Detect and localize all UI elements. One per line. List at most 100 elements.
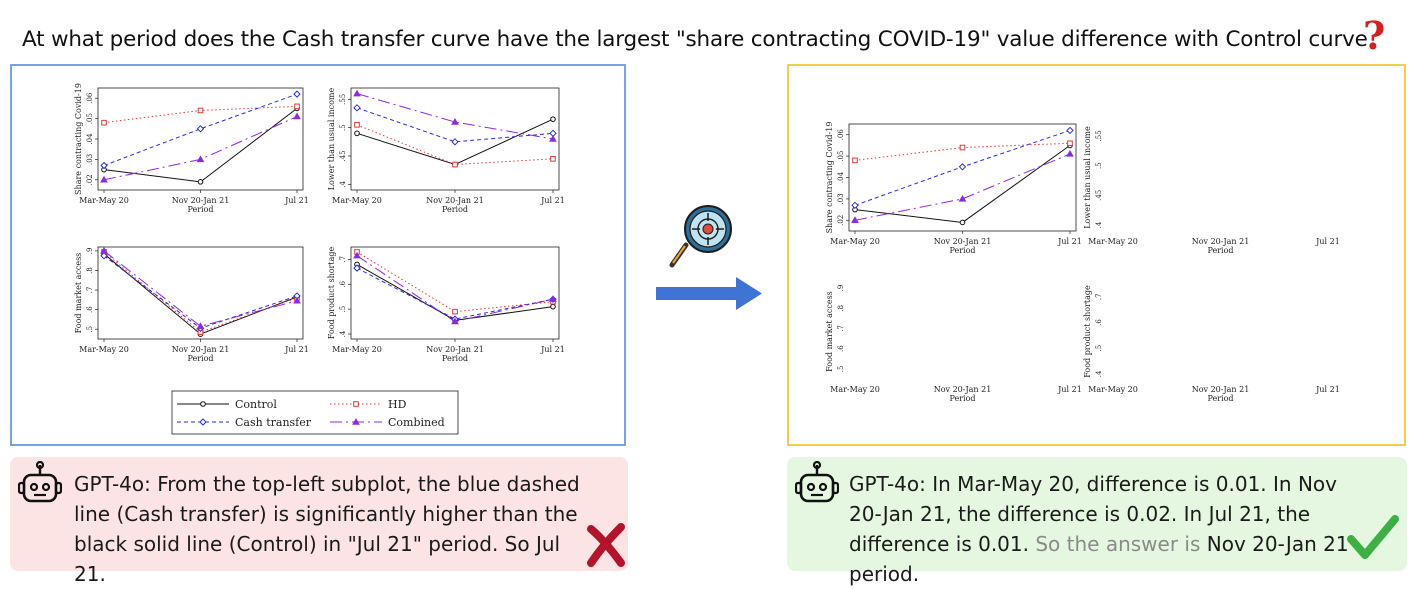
point-hd [101,119,107,126]
y-tick-label: .04 [86,133,94,145]
point-combined [451,117,459,125]
y-axis-label: Lower than usual income [327,87,336,190]
x-tick-label: Nov 20-Jan 21 [934,385,992,394]
question-text: At what period does the Cash transfer cu… [22,27,1368,52]
right-arrow-icon [656,277,762,310]
y-tick-label: .06 [837,129,845,141]
point-cash [353,104,361,112]
point-cash [196,125,205,133]
y-tick-label: .03 [837,193,845,204]
y-tick-label: .7 [1095,293,1103,300]
point-control [354,130,360,137]
point-cash [293,90,301,98]
magnifier-target-icon [669,205,732,268]
y-tick-label: .05 [837,151,845,162]
right-answer-text: GPT-4o: In Mar-May 20, difference is 0.0… [849,469,1375,589]
point-combined [549,295,557,302]
point-hd [197,107,204,114]
point-hd [1067,140,1073,147]
x-tick-label: Nov 20-Jan 21 [172,345,230,354]
point-cash [100,252,108,260]
legend-marker-hd [353,401,359,407]
x-axis-label: Period [442,354,468,363]
x-tick-label: Mar-May 20 [1088,385,1138,394]
x-tick-label: Nov 20-Jan 21 [172,196,230,205]
point-combined [196,322,205,329]
x-tick-label: Nov 20-Jan 21 [934,237,992,246]
y-tick-label: .06 [86,92,94,104]
y-tick-label: .4 [339,330,347,337]
plot-frame [350,246,560,340]
legend-label: Cash transfer [235,416,312,429]
point-combined [196,155,205,163]
point-control [550,116,556,122]
legend-label: Combined [388,416,445,429]
legend: Control HD Cash transfer Combined [171,390,459,435]
y-tick-label: .6 [1095,319,1103,326]
point-combined [353,251,361,259]
point-hd [959,144,966,151]
cross-mark-icon [587,523,625,567]
point-hd [452,161,458,168]
point-combined [100,175,108,183]
point-combined [1066,149,1074,157]
y-tick-label: .7 [837,325,845,332]
x-tick-label: Mar-May 20 [332,345,382,354]
x-axis-label: Period [949,394,975,403]
point-combined [293,296,301,304]
point-combined [549,134,557,142]
x-axis-label: Period [187,354,213,363]
point-combined [100,246,108,254]
y-tick-label: .45 [339,150,347,161]
point-cash [1066,126,1074,135]
x-tick-label: Jul 21 [284,345,309,354]
y-axis-label: Share contracting Covid-19 [74,83,83,195]
legend-marker-cash [199,418,207,426]
y-tick-label: .6 [86,306,94,313]
y-tick-label: .8 [86,267,94,274]
legend-box [171,390,459,435]
question-mark-icon: ? [1363,13,1386,58]
x-tick-label: Mar-May 20 [79,345,129,354]
y-tick-label: .04 [837,171,845,183]
series-line-cash [356,267,554,320]
y-tick-label: .45 [1095,190,1103,201]
y-axis-label: Food market access [74,253,83,334]
series-line-cash [103,255,298,329]
x-axis-label: Period [442,205,468,214]
y-axis-label: Share contracting Covid-19 [825,122,834,234]
left-chart-panel: .02 .03 .04 .05 .06 Share contracting Covid-1… [10,64,626,446]
y-tick-label: .7 [86,287,94,294]
point-control [959,219,966,226]
y-tick-label: .5 [1095,345,1103,352]
legend-label: Control [235,398,277,411]
x-tick-label: Nov 20-Jan 21 [426,345,484,354]
robot-icon [18,461,62,503]
series-line-combined [103,250,298,327]
y-tick-label: .4 [1095,370,1103,377]
y-tick-label: .5 [339,124,347,131]
y-tick-label: .02 [837,215,845,226]
wrong-answer-text: GPT-4o: From the top-left subplot, the b… [74,472,580,586]
series-line-control [103,253,298,335]
series-line-cash [356,107,554,143]
x-tick-label: Mar-May 20 [830,385,880,394]
legend-label: HD [388,398,407,411]
x-axis-label: Period [1207,246,1233,255]
point-combined [851,216,859,223]
check-mark-icon [1347,515,1399,559]
x-tick-label: Nov 20-Jan 21 [426,196,484,205]
wrong-answer-bubble: GPT-4o: From the top-left subplot, the b… [10,457,628,586]
y-axis-label: Food product shortage [327,247,336,340]
point-cash [451,138,459,146]
point-hd [550,156,556,162]
y-tick-label: .55 [1095,130,1103,141]
y-tick-label: .8 [837,305,845,312]
y-tick-label: .5 [86,326,94,333]
y-tick-label: .4 [1095,221,1103,228]
series-line-hd [356,251,554,313]
robot-icon [795,461,839,503]
x-tick-label: Nov 20-Jan 21 [1192,237,1250,246]
